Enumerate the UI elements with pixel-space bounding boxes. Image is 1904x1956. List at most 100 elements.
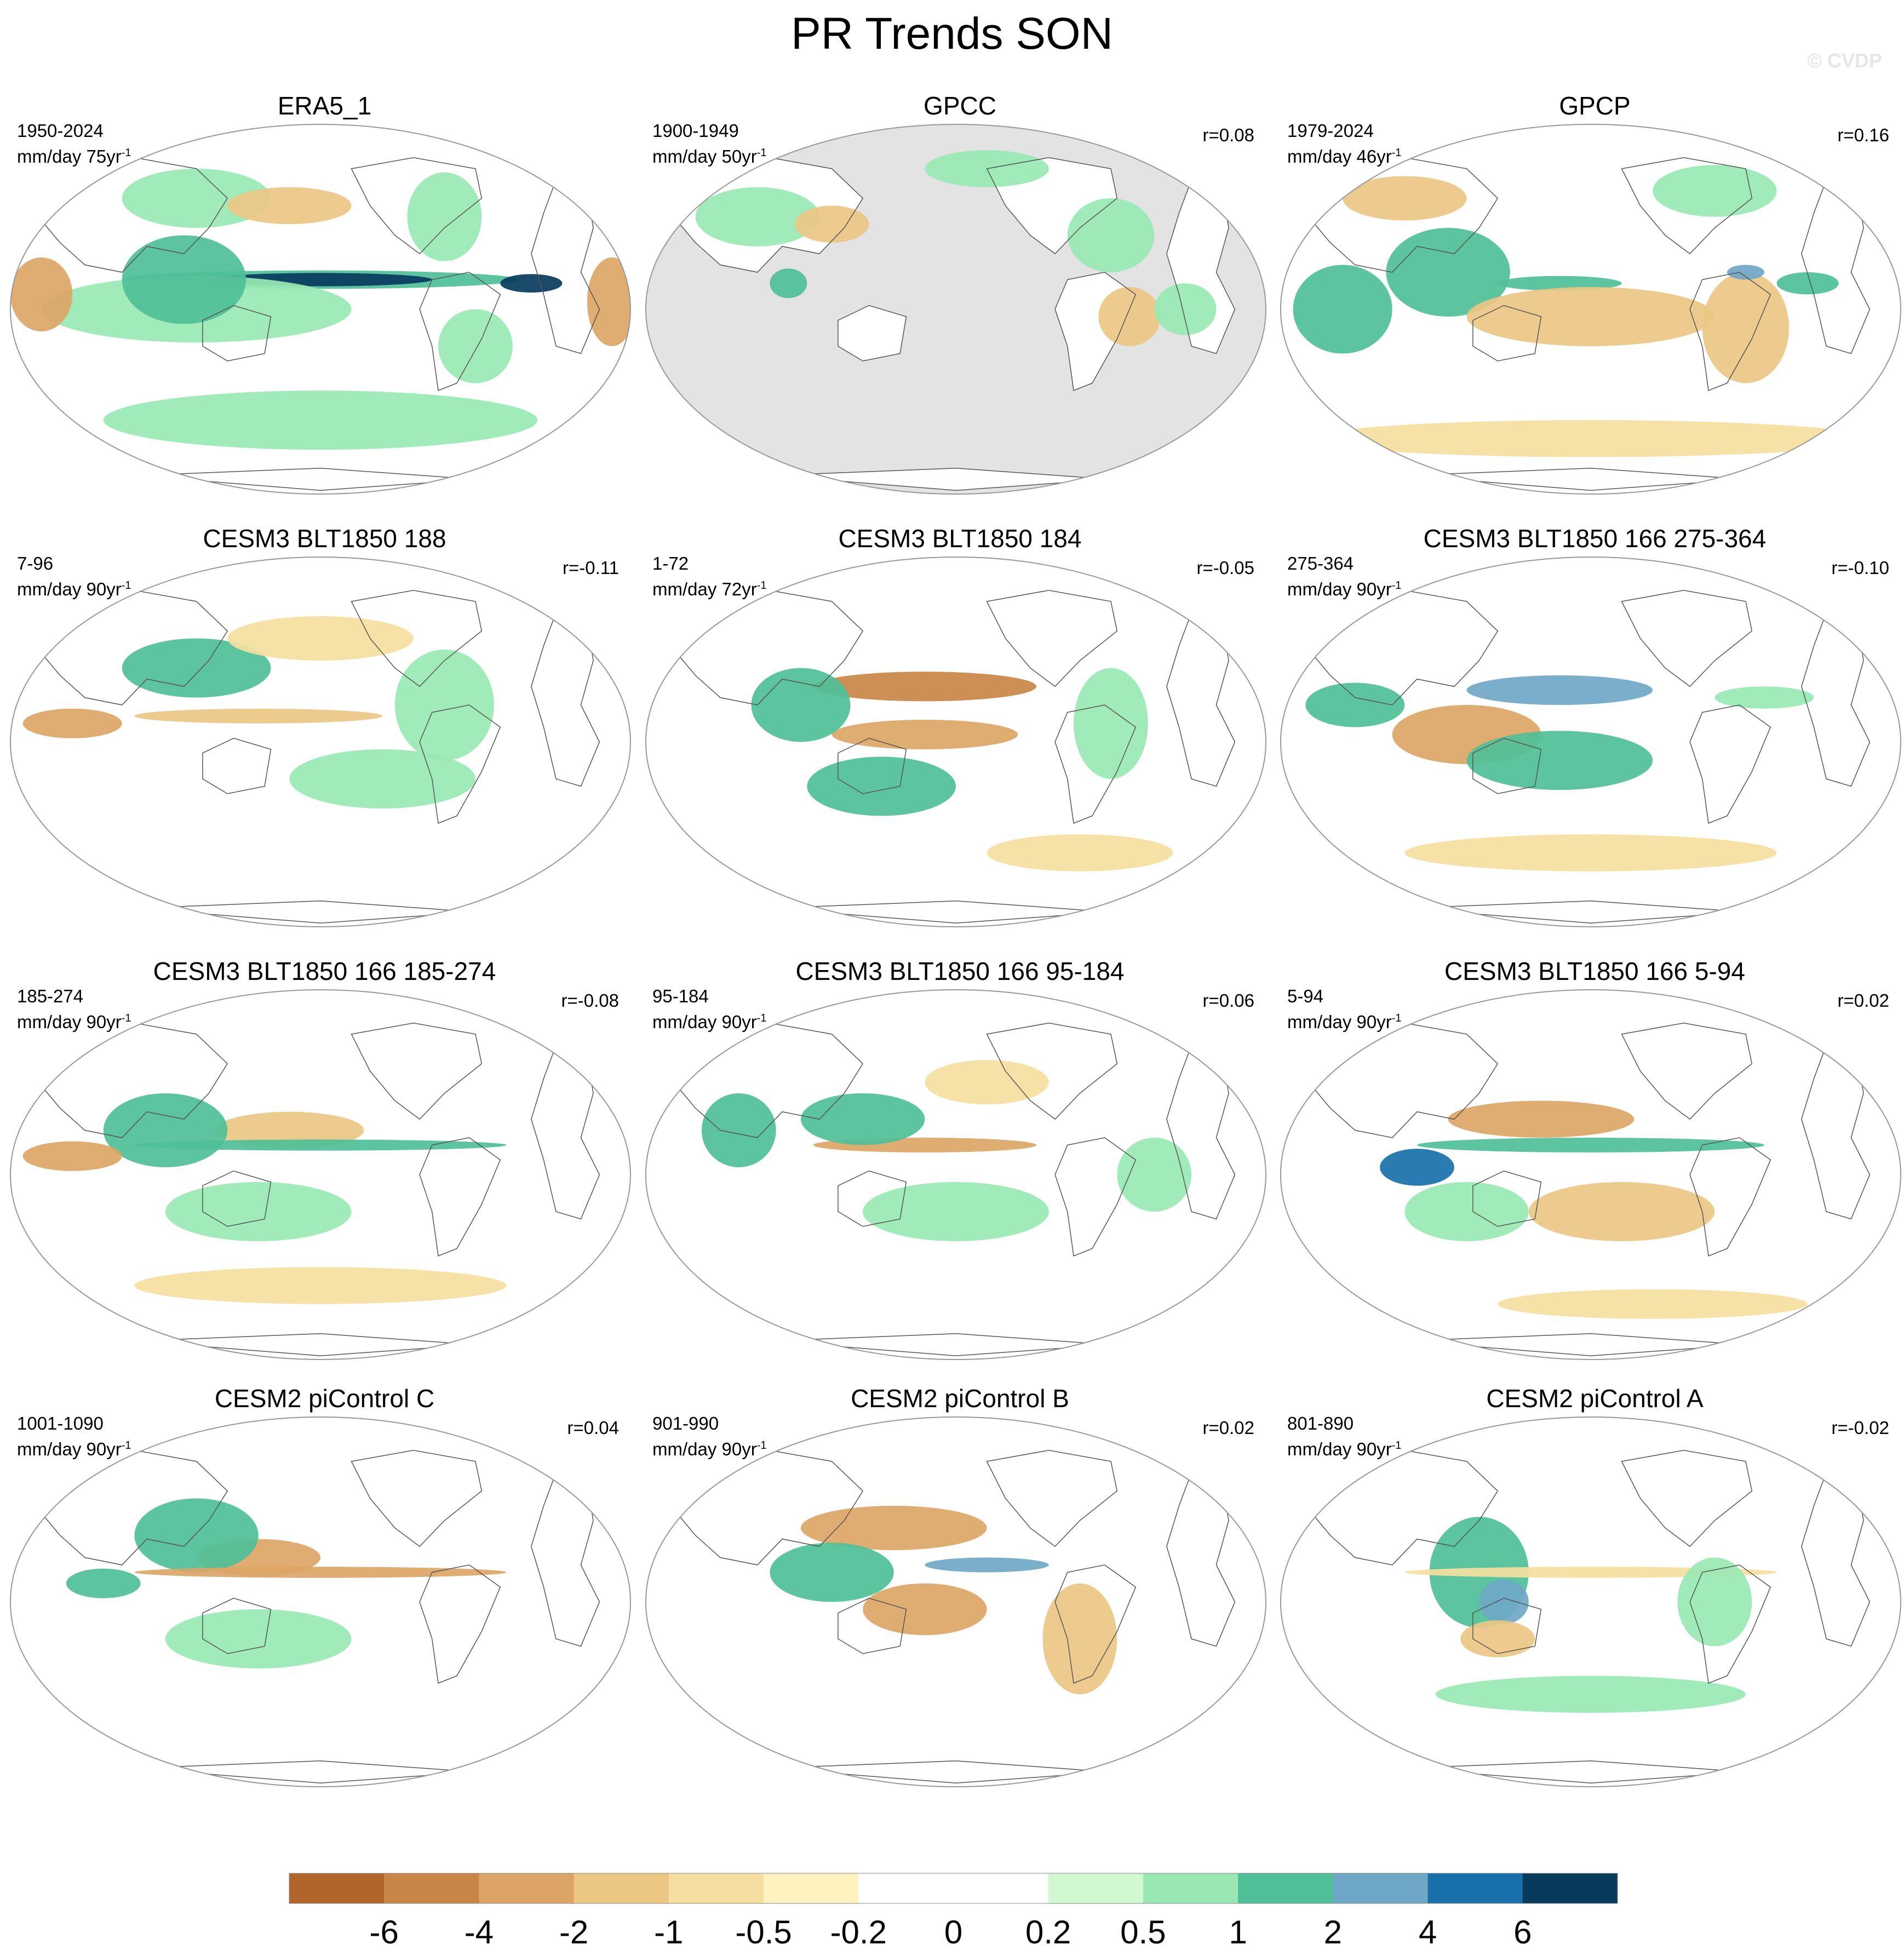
trend-region [807,756,956,816]
map-panel: CESM3 BLT1850 184 1-72 mm/day 72yr-1 r=-0.0… [643,523,1277,956]
pattern-correlation: r=0.08 [1202,125,1255,145]
units-text: mm/day 90yr [17,1012,122,1032]
map-frame [9,989,632,1360]
trend-region [103,1093,228,1167]
trend-region [134,1139,507,1151]
units-label: mm/day 90yr-1 [1287,1007,1402,1033]
colorbar-swatch [479,1873,575,1903]
coastline [1621,1449,1753,1547]
trend-region [1714,686,1814,709]
trend-region [1386,228,1510,317]
units-label: mm/day 90yr-1 [652,1435,767,1460]
coastline [1689,1564,1771,1684]
period-label: 7-96 [17,553,54,573]
trend-region [1074,668,1148,779]
coastline [1689,272,1771,392]
map-canvas [645,557,1267,927]
trend-region [701,1093,776,1167]
trend-region [103,391,538,450]
panel-title: CESM3 BLT1850 166 5-94 [1444,957,1745,985]
map-canvas [1280,124,1902,495]
period-label: 801-890 [1287,1413,1354,1433]
trend-region [1311,420,1870,457]
units-label: mm/day 90yr-1 [652,1007,767,1033]
period-label: 1979-2024 [1287,121,1374,141]
coastline [986,1022,1118,1120]
colorbar-tick-label: 0 [944,1914,962,1951]
coastline [419,272,501,392]
coastline [838,305,907,362]
pattern-correlation: r=0.16 [1837,125,1890,145]
pattern-correlation: r=0.06 [1202,990,1255,1011]
coastline [1054,1137,1137,1257]
coastline [351,589,483,687]
map-panel: CESM3 BLT1850 188 7-96 mm/day 90yr-1 r=-0.1… [7,523,642,956]
map-frame [1280,1416,1902,1787]
trend-region [1702,272,1790,383]
trend-region [863,1182,1049,1241]
map-canvas [9,124,632,495]
units-text: mm/day 90yr [1287,579,1392,599]
coastline [202,1170,272,1227]
trend-region [1343,176,1467,221]
trend-region [134,708,383,724]
panel-title: CESM3 BLT1850 166 95-184 [795,957,1125,985]
colorbar-swatch [1427,1873,1523,1903]
trend-region [751,668,851,742]
map-canvas [9,989,632,1360]
trend-region [801,1506,987,1550]
colorbar-swatch [953,1873,1049,1903]
units-exponent: -1 [1391,147,1402,159]
trend-region [1776,272,1839,295]
trend-region [227,616,414,661]
colorbar-swatch [384,1873,479,1903]
panel-title: GPCC [924,91,996,120]
trend-region [438,309,513,383]
panel-title: CESM2 piControl C [214,1384,435,1413]
coastline [838,1170,907,1227]
trend-region [813,672,1037,702]
trend-region [794,205,869,243]
units-exponent: -1 [756,147,767,159]
units-label: mm/day 90yr-1 [17,1435,131,1460]
coastline [351,1449,483,1547]
trend-region [1117,1138,1192,1212]
map-canvas [1280,557,1902,927]
coastline [419,1137,501,1257]
coastline [838,737,907,794]
coastline [986,1449,1118,1547]
trend-region [1042,1583,1117,1695]
colorbar-swatch [289,1873,385,1903]
trend-region [215,1111,364,1149]
trend-region [66,1568,141,1598]
trend-region [10,257,73,331]
figure-title: PR Trends SON [791,9,1113,59]
trend-region [1448,1100,1635,1138]
map-frame [1280,124,1902,495]
trend-region [587,257,630,346]
map-background [1281,1417,1901,1787]
trend-region [1466,287,1715,346]
panel-title: CESM2 piControl A [1486,1384,1704,1413]
coastline [351,157,483,255]
coastline [1472,1597,1542,1654]
map-frame [645,989,1267,1360]
map-panel: ERA5_1 1950-2024 mm/day 75yr-1 [7,90,642,523]
pattern-correlation: r=-0.11 [562,558,619,578]
coastline [838,1597,907,1654]
colorbar-tick-label: -2 [559,1914,588,1951]
units-exponent: -1 [121,1012,131,1024]
period-label: 1-72 [652,553,689,573]
period-label: 275-364 [1287,553,1354,573]
trend-region [770,1542,894,1602]
trend-region [500,274,563,293]
land-region [770,468,1111,491]
map-frame [9,124,632,495]
colorbar-tick-label: 0.2 [1025,1914,1071,1951]
colorbar-swatch [1333,1873,1429,1903]
map-canvas [645,124,1267,495]
trend-region [1498,1289,1808,1319]
trend-region [1727,265,1764,280]
units-exponent: -1 [121,580,131,592]
units-text: mm/day 90yr [652,1012,757,1032]
